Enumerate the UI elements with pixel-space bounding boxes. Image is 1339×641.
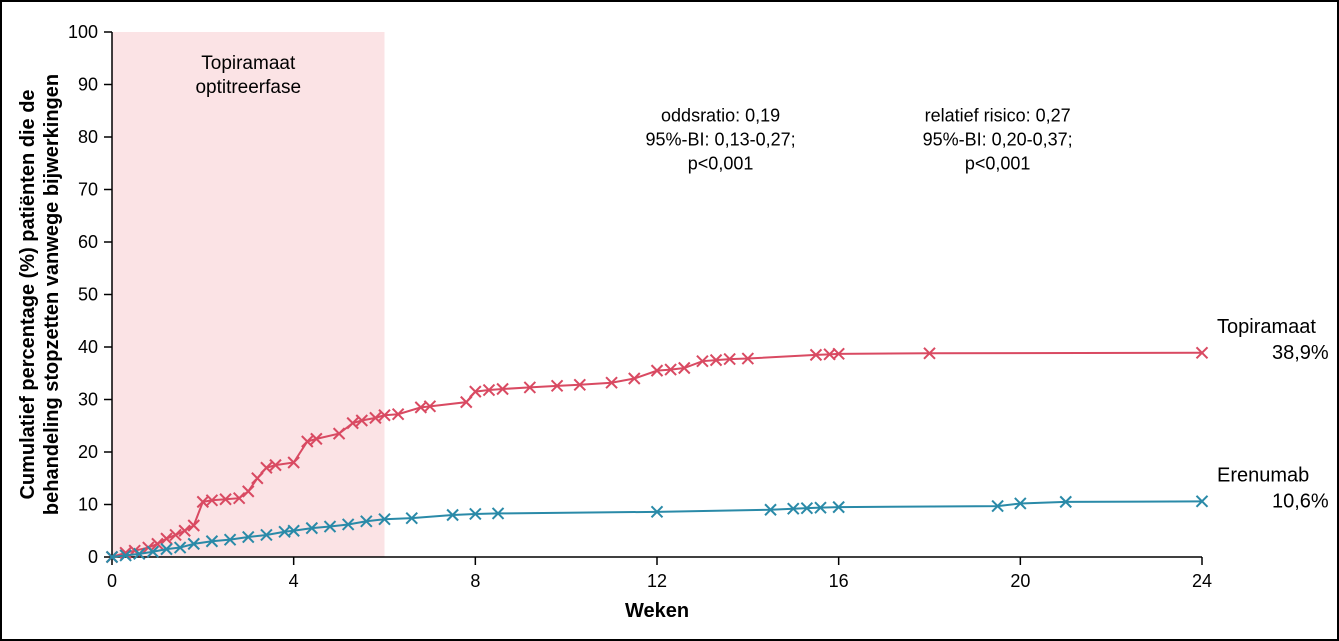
rr-annotation-line3: p<0,001 (965, 153, 1031, 173)
odds-annotation-line2: 95%-BI: 0,13-0,27; (646, 129, 796, 149)
y-tick-label: 100 (68, 22, 98, 42)
survival-chart: Topiramaat optitreerfase 0 4 8 12 16 20 24 0 10 20 3… (2, 2, 1337, 639)
series-endvalue-topiramaat: 38,9% (1272, 342, 1329, 364)
y-tick-label: 30 (78, 390, 98, 410)
x-tick-label: 12 (647, 571, 667, 591)
chart-container: Topiramaat optitreerfase 0 4 8 12 16 20 24 0 10 20 3… (0, 0, 1339, 641)
x-axis-title: Weken (625, 600, 689, 622)
y-axis-title-line2: behandeling stopzetten vanwege bijwerkin… (41, 74, 63, 515)
odds-annotation-line3: p<0,001 (688, 153, 754, 173)
x-tick-label: 0 (107, 571, 117, 591)
y-tick-label: 20 (78, 442, 98, 462)
series-endvalue-erenumab: 10,6% (1272, 490, 1329, 512)
x-tick-label: 20 (1010, 571, 1030, 591)
x-tick-label: 4 (289, 571, 299, 591)
titration-label-line1: Topiramaat (201, 53, 296, 74)
rr-annotation-line1: relatief risico: 0,27 (925, 105, 1071, 125)
y-tick-label: 80 (78, 127, 98, 147)
y-axis-title-line1: Cumulatief percentage (%) patiënten die … (17, 89, 39, 499)
y-tick-label: 10 (78, 495, 98, 515)
odds-annotation-line1: oddsratio: 0,19 (661, 105, 780, 125)
series-name-topiramaat: Topiramaat (1217, 316, 1316, 338)
x-tick-label: 16 (829, 571, 849, 591)
y-tick-label: 60 (78, 232, 98, 252)
rr-annotation-line2: 95%-BI: 0,20-0,37; (923, 129, 1073, 149)
x-tick-label: 24 (1192, 571, 1212, 591)
y-tick-label: 40 (78, 337, 98, 357)
titration-phase-region (112, 32, 385, 557)
x-tick-label: 8 (470, 571, 480, 591)
y-tick-label: 0 (88, 547, 98, 567)
y-tick-label: 50 (78, 285, 98, 305)
y-tick-label: 70 (78, 180, 98, 200)
titration-label-line2: optitreerfase (195, 77, 301, 98)
y-tick-label: 90 (78, 75, 98, 95)
series-name-erenumab: Erenumab (1217, 464, 1309, 486)
